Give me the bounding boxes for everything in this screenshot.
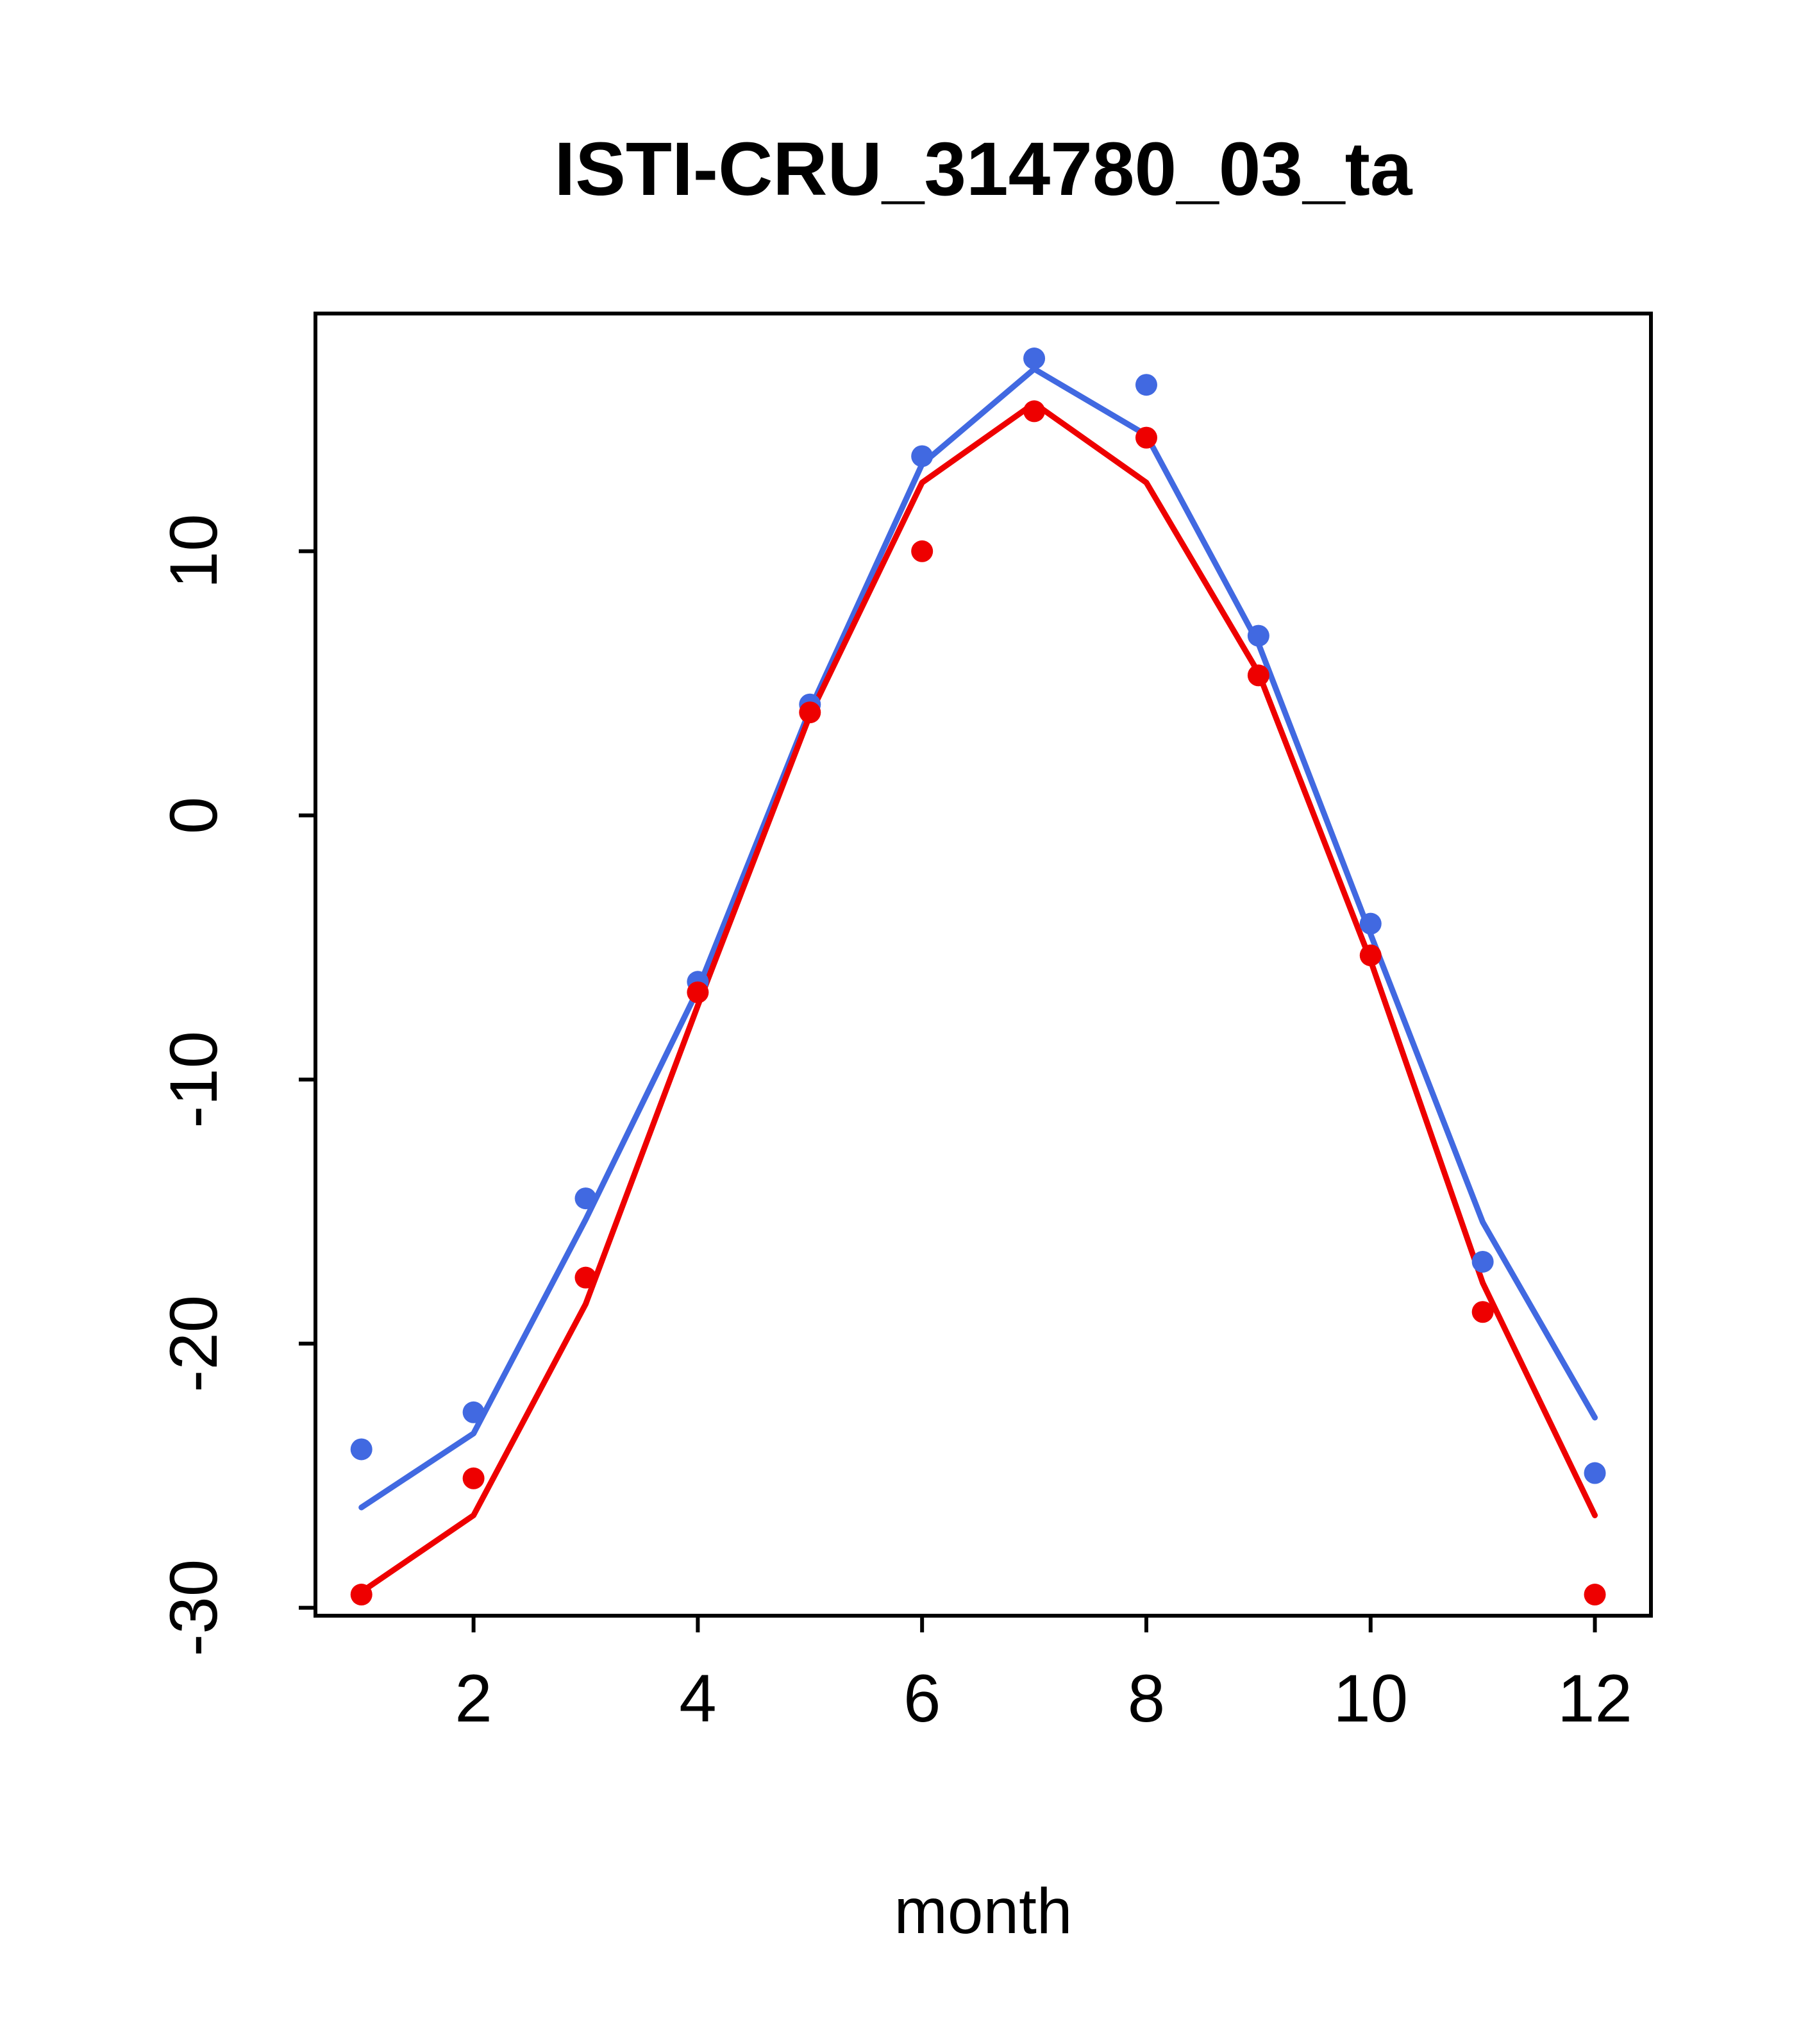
series-blue-point — [1584, 1462, 1606, 1484]
series-red-point — [574, 1266, 597, 1289]
series-blue-point — [1135, 374, 1157, 396]
y-axis-tick-label: -10 — [156, 1031, 231, 1128]
series-red-point — [1247, 664, 1269, 687]
series-blue-point — [1359, 912, 1382, 935]
series-blue-point — [911, 445, 934, 467]
y-axis-tick-label: 0 — [156, 797, 231, 834]
series-blue-point — [462, 1401, 485, 1423]
series-red-point — [1359, 944, 1382, 967]
plot-box — [314, 312, 1653, 1618]
series-red-point — [1023, 400, 1046, 423]
series-blue-point — [350, 1438, 373, 1461]
x-axis-tick-label: 6 — [903, 1661, 941, 1736]
series-red-point — [1135, 426, 1157, 449]
series-blue-point — [1471, 1250, 1494, 1273]
chart-title: ISTI-CRU_314780_03_ta — [554, 127, 1412, 212]
series-red-point — [1471, 1301, 1494, 1323]
series-blue-point — [574, 1187, 597, 1210]
series-blue-line — [358, 366, 1598, 1511]
x-axis-tick-label: 2 — [455, 1661, 492, 1736]
y-axis-tick-label: -30 — [156, 1559, 231, 1657]
x-axis-tick-label: 4 — [679, 1661, 716, 1736]
x-axis-tick-label: 8 — [1128, 1661, 1165, 1736]
y-axis-tick-label: 10 — [156, 514, 231, 589]
series-red-point — [687, 981, 709, 1003]
series-red-point — [799, 701, 821, 724]
y-axis-tick-label: -20 — [156, 1295, 231, 1393]
x-axis-tick-label: 12 — [1557, 1661, 1632, 1736]
series-blue-point — [1023, 348, 1046, 370]
x-axis-tick-label: 10 — [1333, 1661, 1408, 1736]
series-red-point — [462, 1467, 485, 1489]
series-blue-point — [1247, 624, 1269, 647]
series-red-point — [1584, 1584, 1606, 1606]
series-red-line — [358, 400, 1598, 1595]
series-red-point — [350, 1584, 373, 1606]
x-axis-title: month — [894, 1875, 1073, 1947]
series-red-point — [911, 540, 934, 562]
